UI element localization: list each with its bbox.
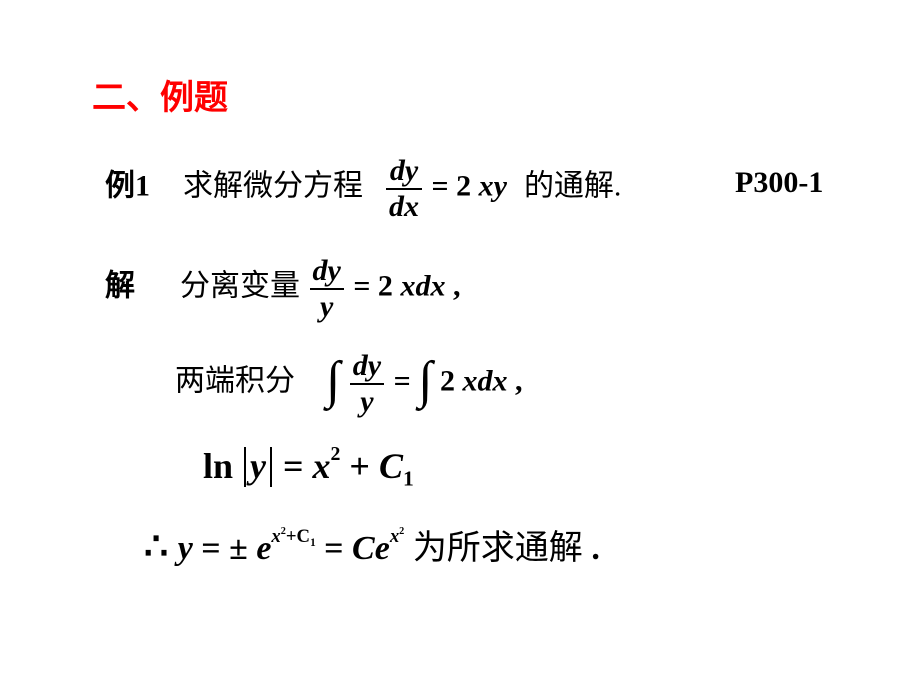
eq-pm: = ± bbox=[201, 530, 248, 567]
solution-line-2: 两端积分 ∫ dy y = ∫ 2 xdx , bbox=[175, 350, 522, 417]
slide: 二、例题 例1 求解微分方程 dy dx = 2 xy 的通解. P300-1 … bbox=[0, 0, 920, 690]
ref-text: P300-1 bbox=[735, 166, 823, 199]
equals: = bbox=[283, 446, 313, 486]
equals: = bbox=[394, 364, 419, 397]
C: C bbox=[379, 446, 403, 486]
conclusion-text: 为所求通解 bbox=[413, 530, 583, 567]
frac-den: dx bbox=[386, 188, 422, 223]
solution-line-4: ∴ y = ± ex2+C1 = Cex2 为所求通解 . bbox=[144, 520, 600, 569]
exp-plus-c: +C bbox=[286, 526, 310, 547]
solution-line-1: 解 分离变量 dy y = 2 xdx , bbox=[105, 255, 460, 322]
e: e bbox=[256, 530, 271, 567]
text-separate: 分离变量 bbox=[180, 269, 300, 302]
example-label: 例1 bbox=[105, 169, 150, 202]
page-ref: P300-1 bbox=[735, 166, 823, 200]
x: x bbox=[313, 446, 331, 486]
text-post: 的通解. bbox=[524, 169, 622, 202]
Ce: Ce bbox=[352, 530, 390, 567]
xdx: xdx bbox=[400, 269, 445, 302]
frac-den: y bbox=[350, 383, 384, 418]
exp-sq: 2 bbox=[399, 526, 404, 537]
solution-label: 解 bbox=[105, 269, 135, 302]
xy: xy bbox=[479, 169, 507, 202]
section-heading: 二、例题 bbox=[92, 70, 228, 119]
fraction-dy-y: dy y bbox=[310, 255, 344, 322]
comma: , bbox=[453, 269, 461, 302]
exponent-1: x2+C1 bbox=[271, 526, 315, 547]
therefore-icon: ∴ bbox=[144, 526, 178, 568]
exp-x: x bbox=[390, 526, 399, 547]
integral-icon: ∫ bbox=[326, 358, 340, 405]
fraction-dy-dx: dy dx bbox=[386, 155, 422, 222]
text-integrate: 两端积分 bbox=[175, 364, 295, 397]
sup-2: 2 bbox=[331, 443, 341, 465]
text-pre: 求解微分方程 bbox=[183, 169, 363, 202]
y: y bbox=[178, 530, 193, 567]
xdx: xdx bbox=[462, 364, 507, 397]
equals: = bbox=[324, 530, 352, 567]
two: 2 bbox=[440, 364, 455, 397]
comma: , bbox=[515, 364, 523, 397]
period: . bbox=[591, 530, 600, 567]
equals-2: = 2 bbox=[353, 269, 393, 302]
plus: + bbox=[349, 446, 379, 486]
heading-text: 二、例题 bbox=[92, 80, 228, 117]
exponent-2: x2 bbox=[390, 526, 404, 547]
ln: ln bbox=[203, 446, 233, 486]
frac-den: y bbox=[310, 288, 344, 323]
example-line-1: 例1 求解微分方程 dy dx = 2 xy 的通解. bbox=[105, 155, 621, 222]
frac-num: dy bbox=[350, 350, 384, 383]
exp-c-sub: 1 bbox=[310, 537, 316, 549]
frac-num: dy bbox=[386, 155, 422, 188]
solution-line-3: ln y = x2 + C1 bbox=[203, 445, 414, 487]
y: y bbox=[250, 446, 266, 486]
sub-1: 1 bbox=[403, 467, 414, 491]
frac-num: dy bbox=[310, 255, 344, 288]
exp-x: x bbox=[271, 526, 280, 547]
abs-y: y bbox=[244, 447, 272, 487]
fraction-dy-y-2: dy y bbox=[350, 350, 384, 417]
equals-2: = 2 bbox=[432, 169, 472, 202]
integral-icon: ∫ bbox=[418, 358, 432, 405]
